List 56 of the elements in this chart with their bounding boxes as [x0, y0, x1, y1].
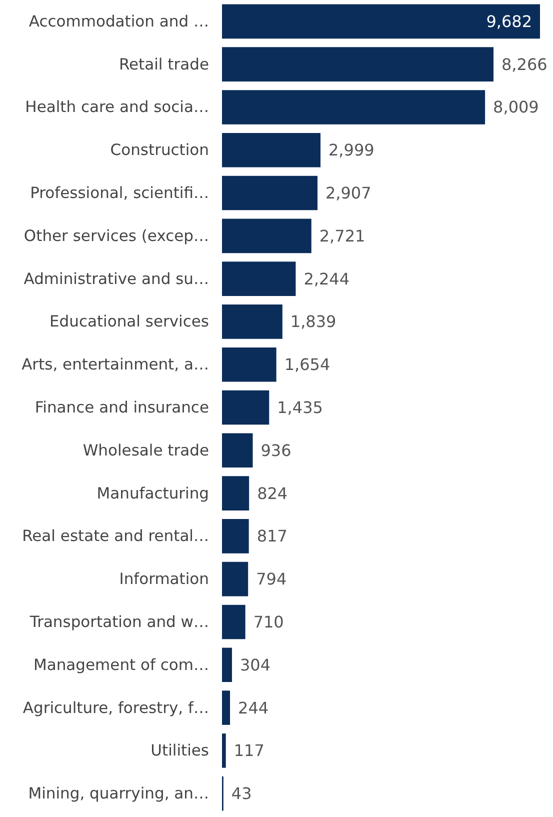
- bar: [222, 433, 253, 468]
- data-label: 117: [234, 741, 264, 760]
- bar: [222, 734, 226, 768]
- y-tick-label: Agriculture, forestry, f…: [22, 698, 209, 717]
- y-tick-label: Construction: [110, 141, 209, 160]
- y-tick-label: Manufacturing: [96, 484, 209, 502]
- y-tick-label: Wholesale trade: [82, 441, 209, 460]
- y-tick-label: Management of com…: [33, 656, 209, 674]
- y-tick-label: Other services (excep…: [24, 226, 209, 245]
- bar: [222, 390, 270, 425]
- bar: [222, 476, 250, 510]
- bar: [222, 90, 486, 124]
- data-label: 304: [240, 655, 271, 674]
- y-tick-label: Retail trade: [118, 55, 209, 74]
- y-tick-label: Finance and insurance: [34, 398, 209, 416]
- y-tick-label: Real estate and rental…: [22, 527, 209, 546]
- bar: [222, 562, 248, 596]
- data-label: 1,435: [277, 398, 323, 417]
- data-label: 1,839: [290, 312, 336, 332]
- data-label: 936: [260, 440, 292, 460]
- data-label: 710: [253, 612, 284, 632]
- y-tick-label: Arts, entertainment, a…: [22, 356, 209, 374]
- data-label: 8,009: [493, 98, 539, 117]
- data-label: 2,244: [304, 269, 350, 288]
- data-label: 43: [231, 784, 252, 804]
- y-tick-label: Transportation and w…: [28, 612, 209, 631]
- data-label: 8,266: [501, 54, 548, 74]
- bar: [222, 604, 246, 640]
- data-label: 817: [256, 526, 288, 546]
- data-label: 2,721: [319, 226, 366, 246]
- bar: [222, 690, 230, 725]
- data-label: 2,907: [325, 184, 372, 203]
- bar: [222, 176, 318, 210]
- bar: [222, 519, 249, 554]
- bar: [222, 132, 320, 168]
- y-tick-label: Information: [119, 570, 209, 588]
- y-tick-label: Accommodation and …: [28, 12, 209, 30]
- y-tick-label: Educational services: [50, 312, 209, 331]
- bar: [222, 648, 232, 682]
- bar: [222, 4, 540, 39]
- data-label: 9,682: [486, 12, 532, 31]
- y-tick-label: Administrative and su…: [24, 270, 209, 288]
- data-label: 794: [256, 570, 287, 589]
- y-tick-label: Professional, scientifi…: [30, 184, 209, 202]
- y-tick-label: Health care and socia…: [25, 98, 209, 116]
- bar: [222, 218, 312, 254]
- bar: [222, 304, 282, 339]
- y-tick-label: Utilities: [150, 742, 209, 760]
- bar: [222, 47, 494, 82]
- bar: [222, 262, 296, 296]
- data-label: 824: [257, 484, 288, 503]
- data-label: 244: [238, 698, 269, 718]
- data-label: 2,999: [328, 140, 374, 160]
- data-label: 1,654: [284, 355, 330, 374]
- y-tick-label: Mining, quarrying, an…: [28, 784, 209, 803]
- bar: [222, 347, 276, 382]
